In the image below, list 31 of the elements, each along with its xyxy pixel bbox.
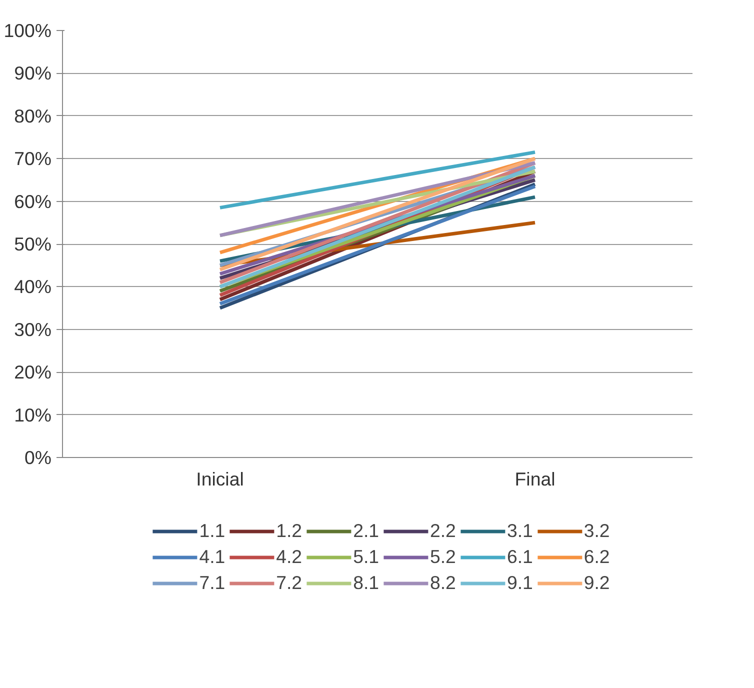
legend-label: 5.2 xyxy=(430,546,456,568)
legend-label: 2.1 xyxy=(353,520,379,542)
legend-label: 1.1 xyxy=(199,520,226,542)
legend-label: 9.1 xyxy=(506,572,533,594)
legend-label: 8.2 xyxy=(430,572,456,594)
legend-label: 7.2 xyxy=(276,572,302,594)
legend-label: 6.2 xyxy=(584,546,610,568)
legend-label: 8.1 xyxy=(353,572,379,594)
legend-label: 1.2 xyxy=(276,520,302,542)
y-tick-label: 70% xyxy=(14,148,52,170)
y-tick-label: 90% xyxy=(14,62,52,84)
legend-label: 4.1 xyxy=(199,546,226,568)
y-tick-label: 60% xyxy=(14,190,52,212)
y-tick-label: 0% xyxy=(24,447,52,468)
legend-label: 9.2 xyxy=(584,572,610,594)
legend-label: 2.2 xyxy=(430,520,456,542)
y-tick-label: 30% xyxy=(14,318,52,340)
legend-label: 6.1 xyxy=(506,546,533,568)
legend-label: 3.2 xyxy=(584,520,610,542)
legend-label: 5.1 xyxy=(353,546,379,568)
legend-label: 7.1 xyxy=(199,572,226,594)
x-tick-label: Inicial xyxy=(196,468,244,490)
y-tick-label: 40% xyxy=(14,276,52,298)
legend-label: 3.1 xyxy=(506,520,533,542)
x-tick-label: Final xyxy=(514,468,556,490)
y-tick-label: 20% xyxy=(14,362,52,383)
y-tick-label: 10% xyxy=(14,404,52,426)
y-tick-label: 100% xyxy=(4,20,52,41)
legend-label: 4.2 xyxy=(276,546,302,568)
y-tick-label: 80% xyxy=(14,105,52,126)
y-tick-label: 50% xyxy=(14,234,52,254)
